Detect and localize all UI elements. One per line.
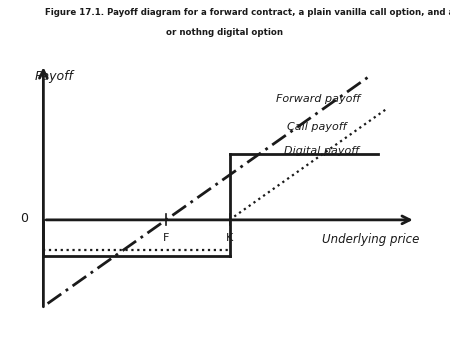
Text: Forward payoff: Forward payoff xyxy=(276,94,360,104)
Text: 0: 0 xyxy=(21,212,29,225)
Text: or nothng digital option: or nothng digital option xyxy=(166,28,284,37)
Text: Digital payoff: Digital payoff xyxy=(284,146,360,156)
Text: F: F xyxy=(163,233,169,243)
Text: K: K xyxy=(226,233,233,243)
Text: Figure 17.1. Payoff diagram for a forward contract, a plain vanilla call option,: Figure 17.1. Payoff diagram for a forwar… xyxy=(45,8,450,18)
Text: Payoff: Payoff xyxy=(35,70,74,83)
Text: Underlying price: Underlying price xyxy=(323,233,420,246)
Text: Call payoff: Call payoff xyxy=(287,122,346,132)
